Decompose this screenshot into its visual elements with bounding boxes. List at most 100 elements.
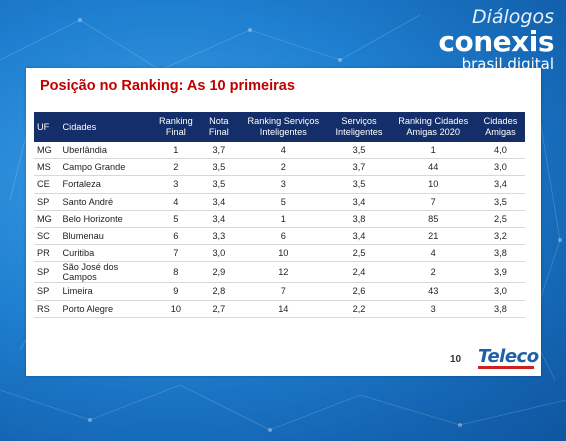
- table-body: MG Uberlândia 1 3,7 4 3,5 1 4,0 MS Campo Grande 2 3…: [34, 142, 525, 318]
- brand-line1: Diálogos: [471, 6, 554, 28]
- page-number: 10: [450, 354, 462, 365]
- table-cell: MG: [34, 210, 60, 228]
- table-cell: SP: [34, 193, 60, 211]
- teleco-logo-underline: [478, 366, 534, 369]
- ranking-table: UF Cidades Ranking Final Nota Final Rank…: [34, 112, 525, 318]
- table-cell: 3,8: [327, 210, 391, 228]
- table-row: SP São José dos Campos 8 2,9 12 2,4 2 3,9: [34, 261, 525, 284]
- table-row: RS Porto Alegre 10 2,7 14 2,2 3 3,8: [34, 300, 525, 318]
- table-cell: 85: [390, 210, 476, 228]
- table-cell: 3,0: [475, 282, 525, 301]
- table-cell: 10: [153, 300, 199, 318]
- table-cell: 2: [390, 261, 476, 284]
- header-ranking-final: Ranking Final: [153, 112, 199, 142]
- table-row: SC Blumenau 6 3,3 6 3,4 21 3,2: [34, 227, 525, 246]
- table-cell: MS: [34, 158, 60, 177]
- table-cell: 3,5: [198, 158, 240, 177]
- table-cell: PR: [34, 244, 60, 263]
- table-cell: SP: [34, 261, 60, 284]
- table-cell: 3,0: [198, 244, 240, 263]
- table-cell: 2,2: [327, 300, 391, 318]
- table-cell: 7: [239, 282, 328, 301]
- table-cell: 1: [153, 142, 199, 160]
- table-cell: 3,5: [327, 175, 391, 194]
- slide-card: Posição no Ranking: As 10 primeiras UF C…: [26, 68, 541, 376]
- table-cell: 14: [239, 300, 328, 318]
- table-cell: 4: [239, 142, 328, 160]
- table-cell: 3,5: [327, 142, 391, 160]
- table-cell: 2,9: [198, 261, 240, 284]
- table-cell: 3,9: [475, 261, 525, 284]
- table-cell: 3: [153, 175, 199, 194]
- table-cell: 3: [390, 300, 476, 318]
- brand-logo: Diálogos conexis brasil.digital: [438, 6, 554, 73]
- table-cell: 8: [153, 261, 199, 284]
- table-cell: São José dos Campos: [59, 261, 154, 284]
- header-cidades-amigas: Cidades Amigas: [475, 112, 525, 142]
- table-cell: 3,4: [198, 210, 240, 228]
- table-cell: 3,5: [475, 193, 525, 211]
- table-cell: 2: [153, 158, 199, 177]
- header-nota-final: Nota Final: [198, 112, 240, 142]
- table-cell: Uberlândia: [59, 142, 154, 160]
- table-cell: 3,5: [198, 175, 240, 194]
- table-cell: Fortaleza: [59, 175, 154, 194]
- table-cell: 4: [153, 193, 199, 211]
- table-cell: 3: [239, 175, 328, 194]
- table-cell: 3,3: [198, 227, 240, 246]
- table-cell: 6: [239, 227, 328, 246]
- table-cell: 3,8: [475, 300, 525, 318]
- table-cell: MG: [34, 142, 60, 160]
- table-cell: 3,8: [475, 244, 525, 263]
- header-cidades: Cidades: [59, 112, 154, 142]
- table-cell: 12: [239, 261, 328, 284]
- table-cell: Blumenau: [59, 227, 154, 246]
- table-cell: 2: [239, 158, 328, 177]
- table-cell: 3,7: [327, 158, 391, 177]
- brand-line2: conexis: [438, 25, 554, 58]
- table-cell: 3,0: [475, 158, 525, 177]
- table-cell: Limeira: [59, 282, 154, 301]
- table-cell: Belo Horizonte: [59, 210, 154, 228]
- table-cell: 9: [153, 282, 199, 301]
- table-cell: Porto Alegre: [59, 300, 154, 318]
- table-cell: Santo André: [59, 193, 154, 211]
- table-row: MG Uberlândia 1 3,7 4 3,5 1 4,0: [34, 142, 525, 160]
- header-uf: UF: [34, 112, 60, 142]
- table-cell: 10: [390, 175, 476, 194]
- table-cell: 7: [153, 244, 199, 263]
- table-cell: 44: [390, 158, 476, 177]
- table-row: SP Limeira 9 2,8 7 2,6 43 3,0: [34, 282, 525, 301]
- table-cell: 3,4: [327, 227, 391, 246]
- table-cell: 3,4: [327, 193, 391, 211]
- table-cell: 1: [239, 210, 328, 228]
- table-cell: 7: [390, 193, 476, 211]
- table-row: PR Curitiba 7 3,0 10 2,5 4 3,8: [34, 244, 525, 263]
- table-cell: 3,7: [198, 142, 240, 160]
- table-row: SP Santo André 4 3,4 5 3,4 7 3,5: [34, 193, 525, 211]
- table-cell: 5: [153, 210, 199, 228]
- table-cell: 2,6: [327, 282, 391, 301]
- table-cell: CE: [34, 175, 60, 194]
- table-cell: 4: [390, 244, 476, 263]
- table-cell: 4,0: [475, 142, 525, 160]
- table-cell: 2,8: [198, 282, 240, 301]
- table-row: CE Fortaleza 3 3,5 3 3,5 10 3,4: [34, 175, 525, 194]
- table-cell: 3,4: [198, 193, 240, 211]
- header-ranking-servicos: Ranking Serviços Inteligentes: [239, 112, 328, 142]
- table-cell: 43: [390, 282, 476, 301]
- slide-title: Posição no Ranking: As 10 primeiras: [40, 78, 295, 94]
- table-cell: RS: [34, 300, 60, 318]
- header-ranking-cidades-amigas: Ranking Cidades Amigas 2020: [390, 112, 476, 142]
- table-cell: Curitiba: [59, 244, 154, 263]
- table-cell: 2,4: [327, 261, 391, 284]
- table-cell: 6: [153, 227, 199, 246]
- table-header-row: UF Cidades Ranking Final Nota Final Rank…: [34, 112, 525, 142]
- table-cell: 2,5: [475, 210, 525, 228]
- table-cell: 10: [239, 244, 328, 263]
- table-row: MG Belo Horizonte 5 3,4 1 3,8 85 2,5: [34, 210, 525, 228]
- table-cell: 2,5: [327, 244, 391, 263]
- table-row: MS Campo Grande 2 3,5 2 3,7 44 3,0: [34, 158, 525, 177]
- table-cell: 3,2: [475, 227, 525, 246]
- teleco-logo: Teleco: [478, 346, 539, 367]
